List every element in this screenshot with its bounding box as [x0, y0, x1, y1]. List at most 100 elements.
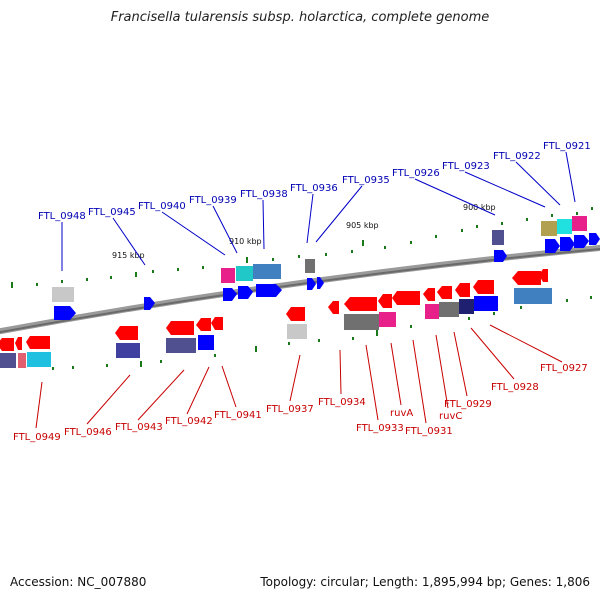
tick-mark [298, 255, 300, 258]
tick-mark [160, 360, 162, 363]
tick-mark [501, 222, 503, 225]
gene-arrow-ftl-0935 [494, 250, 507, 262]
tick-mark [214, 354, 216, 357]
gene-arrow-ftl-0942 [196, 318, 211, 331]
tick-mark [52, 367, 54, 370]
gene-block [27, 352, 51, 367]
label-line [86, 374, 131, 425]
tick-mark [135, 272, 137, 277]
tick-mark [110, 276, 112, 279]
label-line [161, 211, 226, 256]
reverse-gene-blocks [0, 288, 552, 368]
scale-label-905-kbp: 905 kbp [346, 221, 379, 230]
gene-block [425, 304, 439, 319]
label-line [221, 365, 237, 408]
gene-label-ftl-0936: FTL_0936 [290, 183, 338, 194]
scale-label-915-kbp: 915 kbp [112, 251, 145, 260]
label-line [186, 366, 210, 415]
gene-label-ftl-0943: FTL_0943 [115, 422, 163, 433]
forward-genes [54, 233, 600, 320]
gene-label-ftl-0948: FTL_0948 [38, 211, 86, 222]
gene-block [52, 287, 74, 302]
label-line [306, 193, 314, 244]
map-title: Francisella tularensis subsp. holarctica… [110, 10, 490, 25]
label-line [515, 161, 561, 206]
tick-mark [410, 325, 412, 328]
label-line [464, 171, 546, 208]
gene-label-ftl-0935: FTL_0935 [342, 175, 390, 186]
gene-block [474, 296, 498, 311]
gene-arrow-ftl-0931 [392, 291, 420, 305]
gene-arrow-ftl-0927b [539, 269, 548, 282]
gene-label-ruvc: ruvC [439, 411, 462, 422]
gene-label-ftl-0946: FTL_0946 [64, 427, 112, 438]
gene-block [305, 259, 315, 273]
tick-mark [376, 330, 378, 336]
tick-mark [384, 246, 386, 249]
gene-block [379, 312, 396, 327]
accession-label: Accession: NC_007880 [10, 575, 147, 589]
tick-mark [576, 212, 578, 215]
gene-arrow-ftl-0941 [211, 317, 223, 330]
gene-label-ftl-0931: FTL_0931 [405, 426, 453, 437]
scale-label-910-kbp: 910 kbp [229, 237, 262, 246]
gene-label-ftl-0939: FTL_0939 [189, 195, 237, 206]
gene-arrow-ftl-0934 [328, 301, 339, 314]
tick-mark [526, 218, 528, 221]
tick-mark [140, 361, 142, 367]
label-line [35, 381, 43, 429]
gene-block [557, 219, 572, 234]
gene-arrow-ruva [378, 294, 392, 308]
tick-mark [325, 253, 327, 256]
gene-label-ftl-0927: FTL_0927 [540, 363, 588, 374]
label-line [112, 217, 146, 266]
gene-arrow-ftl-0936a [307, 278, 316, 290]
gene-arrow-ftl-0945 [144, 297, 155, 310]
tick-mark [493, 312, 495, 315]
reverse-labels: FTL_0949 FTL_0946 FTL_0943 FTL_0942 FTL_… [13, 363, 588, 443]
gene-block [287, 324, 307, 339]
gene-arrow-ftl-0921 [574, 235, 589, 248]
tick-mark [202, 266, 204, 269]
gene-arrow-ftl-0928 [473, 280, 494, 294]
forward-label-lines [61, 151, 576, 271]
gene-label-ftl-0949: FTL_0949 [13, 432, 61, 443]
gene-label-ftl-0937: FTL_0937 [266, 404, 314, 415]
label-line [390, 342, 402, 406]
label-line [414, 178, 496, 216]
tick-mark [551, 214, 553, 217]
gene-arrow-ftl-0936b [317, 277, 324, 289]
gene-arrow-ftl-0929b [455, 283, 470, 297]
gene-label-ftl-0921: FTL_0921 [543, 141, 591, 152]
genome-summary-label: Topology: circular; Length: 1,895,994 bp… [260, 575, 590, 589]
gene-arrow-ftl-0937 [286, 307, 305, 321]
gene-block [253, 264, 281, 279]
tick-mark [590, 296, 592, 299]
gene-block [18, 353, 26, 368]
label-line [435, 334, 449, 409]
gene-arrow-ftl-0946 [115, 326, 138, 340]
tick-mark [106, 364, 108, 367]
reverse-label-lines [35, 324, 563, 429]
genome-backbone [0, 244, 600, 335]
gene-arrow-ftl-0923 [545, 239, 560, 253]
tick-mark [520, 306, 522, 309]
gene-block [236, 266, 253, 281]
gene-arrow-ftl-0939 [238, 286, 253, 299]
gene-label-ftl-0926: FTL_0926 [392, 168, 440, 179]
tick-mark [461, 229, 463, 232]
tick-mark [362, 240, 364, 246]
tick-mark [11, 282, 13, 288]
gene-block [459, 299, 474, 314]
label-line [470, 327, 515, 380]
forward-labels: FTL_0948 FTL_0945 FTL_0940 FTL_0939 FTL_… [38, 141, 591, 222]
tick-mark [177, 268, 179, 271]
gene-label-ftl-0929: FTL_0929 [444, 399, 492, 410]
reverse-genes [0, 269, 548, 351]
gene-arrow-ftl-0943 [166, 321, 194, 335]
tick-mark [476, 225, 478, 228]
label-line [315, 185, 363, 243]
gene-block [541, 221, 557, 236]
gene-arrow-ftl-0933 [344, 297, 377, 311]
